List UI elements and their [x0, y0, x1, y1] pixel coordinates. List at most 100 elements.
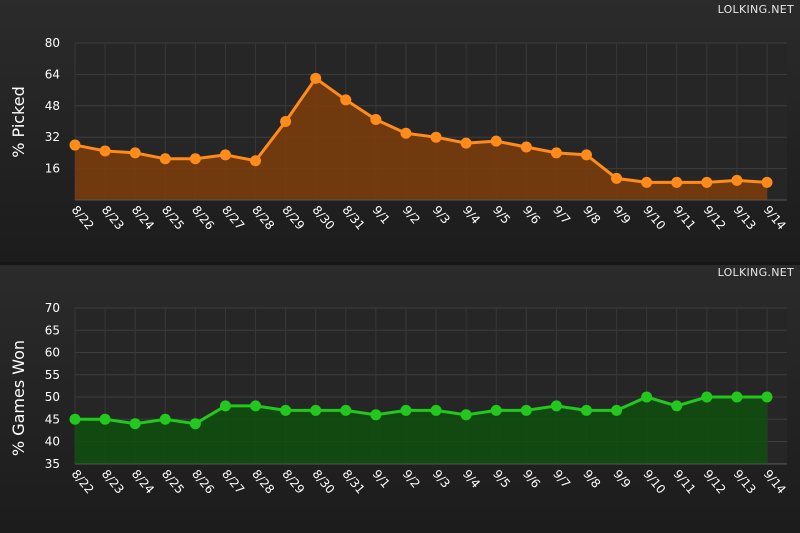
x-tick-label: 9/9	[610, 467, 633, 491]
data-point[interactable]	[520, 141, 532, 153]
data-point[interactable]	[250, 155, 262, 167]
x-tick-label: 8/24	[129, 203, 157, 233]
x-tick-label: 8/25	[159, 467, 187, 497]
data-point[interactable]	[99, 413, 111, 425]
x-tick-label: 8/24	[129, 467, 157, 497]
data-point[interactable]	[370, 409, 382, 421]
data-point[interactable]	[310, 404, 322, 416]
data-point[interactable]	[671, 176, 683, 188]
data-point[interactable]	[731, 391, 743, 403]
x-tick-label: 9/5	[490, 467, 513, 491]
data-point[interactable]	[580, 149, 592, 161]
y-tick-label: 65	[45, 323, 60, 337]
x-tick-label: 8/28	[249, 467, 277, 497]
data-point[interactable]	[430, 404, 442, 416]
y-tick-label: 32	[45, 130, 60, 144]
data-point[interactable]	[490, 135, 502, 147]
data-point[interactable]	[129, 147, 141, 159]
y-tick-label: 80	[45, 36, 60, 50]
y-tick-label: 64	[45, 67, 60, 81]
data-point[interactable]	[219, 149, 231, 161]
data-point[interactable]	[250, 400, 262, 412]
data-point[interactable]	[520, 404, 532, 416]
data-point[interactable]	[611, 172, 623, 184]
x-tick-label: 8/22	[69, 467, 97, 497]
data-point[interactable]	[641, 176, 653, 188]
data-point[interactable]	[490, 404, 502, 416]
x-tick-label: 9/11	[670, 467, 698, 497]
x-tick-label: 9/14	[761, 467, 789, 497]
y-tick-label: 70	[45, 301, 60, 315]
x-tick-label: 9/8	[580, 203, 603, 227]
x-tick-label: 8/26	[189, 467, 217, 497]
x-tick-label: 9/1	[370, 467, 393, 491]
x-tick-label: 9/11	[670, 203, 698, 233]
x-tick-label: 8/29	[279, 467, 307, 497]
data-point[interactable]	[761, 176, 773, 188]
games-won-chart: 35 40 45 50 55 60 65 70 8/22 8/23 8/24 8/25 8/26 8/27…	[9, 301, 789, 497]
x-tick-label: 8/29	[279, 203, 307, 233]
data-point[interactable]	[731, 174, 743, 186]
data-point[interactable]	[460, 409, 472, 421]
data-point[interactable]	[340, 94, 352, 106]
x-tick-label: 9/12	[701, 203, 729, 233]
data-point[interactable]	[99, 145, 111, 157]
x-tick-label: 8/22	[69, 203, 97, 233]
x-tick-label: 8/31	[339, 467, 367, 497]
data-point[interactable]	[701, 176, 713, 188]
x-tick-label: 8/30	[309, 467, 337, 497]
data-point[interactable]	[69, 139, 81, 151]
x-tick-label: 8/27	[219, 203, 247, 233]
x-tick-label: 8/31	[339, 203, 367, 233]
y-tick-label: 16	[45, 162, 60, 176]
series-area	[75, 78, 767, 200]
data-point[interactable]	[550, 147, 562, 159]
x-tick-label: 9/4	[460, 467, 483, 491]
data-point[interactable]	[761, 391, 773, 403]
data-point[interactable]	[671, 400, 683, 412]
y-axis-label: % Picked	[9, 86, 28, 158]
x-tick-label: 9/8	[580, 467, 603, 491]
x-tick-label: 9/13	[731, 203, 759, 233]
data-point[interactable]	[641, 391, 653, 403]
data-point[interactable]	[189, 153, 201, 165]
watermark: LOLKING.NET	[717, 266, 794, 279]
data-point[interactable]	[701, 391, 713, 403]
y-tick-label: 48	[45, 99, 60, 113]
data-point[interactable]	[280, 404, 292, 416]
data-point[interactable]	[400, 404, 412, 416]
data-point[interactable]	[129, 418, 141, 430]
data-point[interactable]	[159, 153, 171, 165]
data-point[interactable]	[340, 404, 352, 416]
y-tick-label: 55	[45, 368, 60, 382]
x-tick-label: 9/13	[731, 467, 759, 497]
x-tick-label: 9/3	[430, 203, 453, 227]
y-axis-label: % Games Won	[9, 340, 28, 456]
x-tick-label: 9/10	[640, 467, 668, 497]
y-tick-label: 35	[45, 457, 60, 471]
data-point[interactable]	[280, 116, 292, 127]
data-point[interactable]	[310, 72, 322, 84]
y-tick-label: 60	[45, 346, 60, 360]
data-point[interactable]	[69, 413, 81, 425]
data-point[interactable]	[580, 404, 592, 416]
data-point[interactable]	[219, 400, 231, 412]
data-point[interactable]	[370, 114, 382, 126]
data-point[interactable]	[159, 413, 171, 425]
data-point[interactable]	[400, 127, 412, 139]
data-point[interactable]	[189, 418, 201, 430]
data-point[interactable]	[430, 131, 442, 143]
data-point[interactable]	[460, 137, 472, 149]
x-tick-label: 8/28	[249, 203, 277, 233]
x-tick-label: 9/7	[550, 467, 573, 491]
x-tick-label: 9/12	[701, 467, 729, 497]
y-tick-label: 50	[45, 390, 60, 404]
x-tick-label: 8/27	[219, 467, 247, 497]
x-tick-label: 9/6	[520, 203, 543, 227]
x-tick-label: 9/5	[490, 203, 513, 227]
x-tick-label: 8/25	[159, 203, 187, 233]
data-point[interactable]	[550, 400, 562, 412]
x-tick-label: 9/14	[761, 203, 789, 233]
data-point[interactable]	[611, 404, 623, 416]
